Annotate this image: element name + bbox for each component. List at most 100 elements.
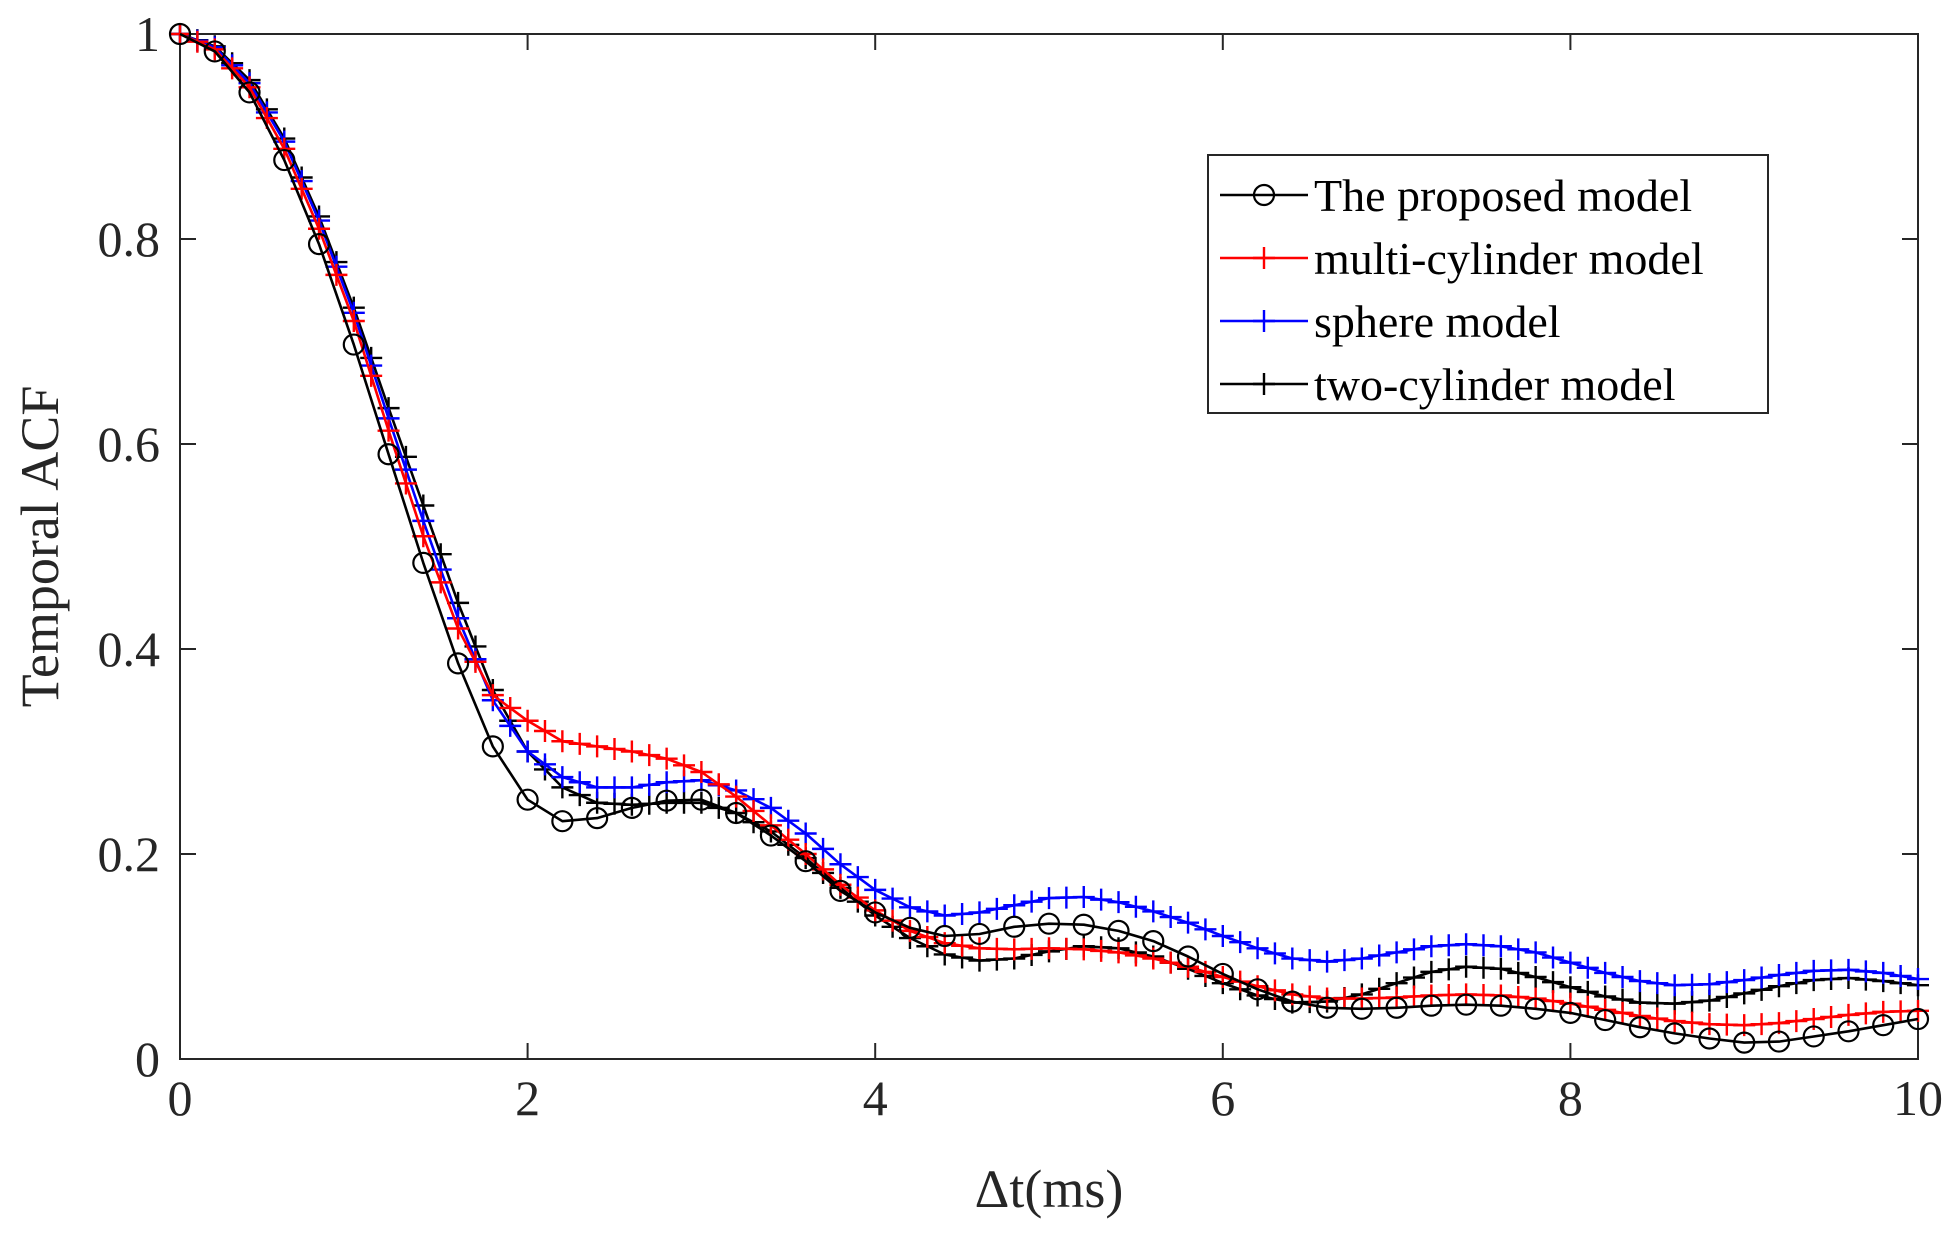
data-point-marker [1854, 1002, 1877, 1025]
data-point-marker [1176, 945, 1200, 968]
data-point-marker [551, 730, 574, 753]
data-point-marker [881, 887, 904, 910]
data-point-marker [1576, 995, 1599, 1018]
plot-area-frame [179, 33, 1919, 1060]
data-point-marker [1524, 941, 1547, 964]
data-point-marker [1698, 973, 1721, 996]
data-point-marker [1767, 963, 1790, 986]
data-point-marker [1559, 951, 1582, 974]
y-axis-title: Temporal ACF [10, 386, 70, 708]
data-point-marker [690, 788, 713, 811]
data-point-marker [673, 754, 696, 777]
data-point-marker [1211, 925, 1234, 947]
data-point-marker [1906, 1007, 1930, 1031]
data-point-marker [1733, 1031, 1756, 1054]
data-point-marker [1003, 894, 1026, 917]
legend-label: The proposed model [1314, 170, 1692, 221]
data-point-marker [1698, 1027, 1721, 1050]
x-tick-label: 6 [1210, 1070, 1235, 1126]
data-point-marker [1559, 1001, 1582, 1024]
data-point-marker [1350, 997, 1373, 1020]
data-point-marker [1907, 968, 1929, 991]
data-point-marker [968, 901, 991, 924]
data-point-marker [446, 652, 470, 675]
data-point-marker [1229, 931, 1252, 954]
data-point-marker [1802, 1025, 1825, 1048]
data-point-marker [1576, 956, 1599, 979]
data-point-marker [1159, 951, 1182, 974]
legend-box [1207, 154, 1769, 414]
data-point-marker [273, 148, 296, 172]
data-point-marker [499, 696, 522, 719]
data-point-marker [794, 850, 817, 873]
data-point-marker [238, 81, 261, 104]
data-point-marker [1003, 915, 1026, 938]
data-point-marker [638, 744, 661, 767]
data-point-marker [1385, 996, 1408, 1019]
x-axis: 0 2 4 6 8 10 [168, 34, 1943, 1126]
legend: The proposed model multi-cylinder model sp… [1207, 154, 1769, 414]
data-point-marker [1420, 994, 1443, 1017]
data-point-marker [1159, 906, 1182, 929]
data-point-marker [1316, 950, 1339, 973]
data-point-marker [1072, 913, 1095, 936]
data-point-marker [864, 901, 887, 924]
data-point-marker [1628, 1004, 1651, 1027]
data-point-marker [412, 551, 435, 575]
data-point-marker [1524, 966, 1547, 988]
data-point-marker [568, 771, 591, 794]
data-point-marker [1211, 962, 1234, 986]
data-point-marker [898, 896, 921, 919]
x-axis-title: Δt(ms) [975, 1159, 1124, 1219]
data-point-marker [1455, 993, 1478, 1016]
x-tick-label: 0 [168, 1070, 193, 1126]
data-point-marker [1767, 1012, 1790, 1035]
data-point-marker [1194, 918, 1217, 941]
data-point-marker [1837, 1020, 1860, 1043]
data-point-marker [1594, 961, 1617, 984]
data-point-marker [516, 788, 539, 811]
data-point-marker [1628, 1016, 1652, 1039]
x-tick-label: 10 [1893, 1070, 1943, 1126]
data-point-marker [1298, 949, 1321, 972]
data-point-marker [1142, 900, 1165, 923]
data-point-marker [812, 837, 835, 860]
data-point-marker [481, 684, 504, 707]
data-point-marker [1542, 990, 1565, 1013]
data-point-marker [377, 443, 400, 466]
data-point-marker [1177, 911, 1200, 934]
data-point-marker [203, 40, 226, 63]
data-point-marker [516, 740, 539, 763]
data-point-marker [1107, 919, 1130, 942]
data-point-marker [1681, 1011, 1704, 1034]
data-point-marker [273, 137, 296, 160]
series-multi-cylinder-model [169, 23, 1929, 1037]
data-point-marker [620, 740, 643, 763]
data-point-marker [655, 747, 678, 770]
series-line [179, 32, 1919, 1044]
legend-item: The proposed model [1220, 170, 1692, 221]
data-point-marker [429, 571, 452, 594]
data-point-marker [1090, 939, 1113, 962]
data-point-marker [864, 878, 887, 901]
data-point-marker [1628, 970, 1651, 993]
data-point-marker [1350, 947, 1373, 970]
data-point-marker [1246, 978, 1269, 1001]
data-point-marker [168, 22, 192, 46]
data-point-marker [898, 916, 922, 939]
series-the-proposed-model [168, 22, 1930, 1054]
legend-item: multi-cylinder model [1220, 233, 1704, 284]
legend-swatch-marker [1253, 310, 1275, 332]
legend-swatch-marker [1252, 183, 1276, 207]
x-tick-label: 8 [1558, 1070, 1583, 1126]
data-point-marker [690, 761, 713, 783]
data-point-marker [1889, 964, 1912, 987]
y-tick-label: 0 [135, 1031, 160, 1087]
data-point-marker [586, 735, 609, 758]
data-point-marker [533, 753, 556, 776]
data-point-marker [1837, 958, 1860, 981]
data-point-marker [1524, 997, 1547, 1020]
data-point-marker [1281, 990, 1304, 1013]
x-tick-label: 4 [863, 1070, 888, 1126]
